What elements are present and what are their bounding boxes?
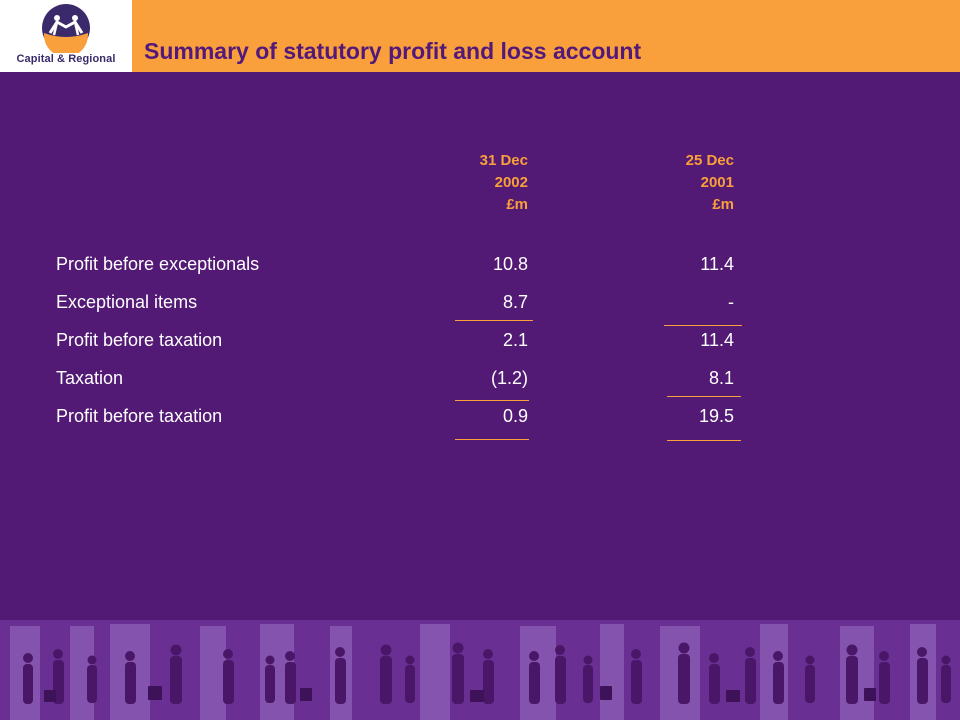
column-header-2001: 25 Dec 2001 £m — [614, 150, 734, 216]
page-title: Summary of statutory profit and loss acc… — [144, 38, 642, 64]
column-header-2002: 31 Dec 2002 £m — [408, 150, 528, 216]
header-bar: Capital & Regional Summary of statutory … — [0, 0, 960, 72]
pedestrians-illustration — [0, 620, 960, 720]
subtotal-rule — [455, 320, 533, 321]
row-value-2001: 19.5 — [698, 406, 734, 426]
logo-text: Capital & Regional — [16, 53, 116, 65]
total-rule — [667, 396, 741, 397]
row-label-profit-before-taxation-total: Profit before taxation — [56, 406, 223, 426]
bottom-rule — [667, 440, 741, 441]
bottom-rule — [455, 439, 529, 440]
row-value-2002: 10.8 — [492, 254, 528, 274]
row-value-2002: 8.7 — [502, 292, 528, 312]
row-value-2002: 0.9 — [502, 406, 528, 426]
row-value-2002: 2.1 — [502, 330, 528, 350]
row-value-2002: (1.2) — [490, 368, 528, 388]
logo-emblem-icon — [42, 4, 90, 53]
row-value-2001: 8.1 — [708, 368, 734, 388]
row-label-taxation: Taxation — [56, 368, 124, 388]
row-value-2001: - — [728, 292, 734, 312]
row-label-profit-before-exceptionals: Profit before exceptionals — [56, 254, 260, 274]
row-value-2001: 11.4 — [700, 330, 734, 350]
column-header-year: 2002 — [494, 174, 528, 191]
subtotal-rule — [664, 325, 742, 326]
column-header-year: 2001 — [700, 174, 734, 191]
column-header-date: 25 Dec — [685, 152, 734, 169]
company-logo: Capital & Regional — [0, 0, 132, 72]
total-rule — [455, 400, 529, 401]
column-header-date: 31 Dec — [479, 152, 528, 169]
column-header-unit: £m — [506, 196, 528, 213]
row-label-profit-before-taxation: Profit before taxation — [56, 330, 223, 350]
shoppers-footer-image — [0, 620, 960, 720]
row-label-exceptional-items: Exceptional items — [56, 292, 198, 312]
row-value-2001: 11.4 — [700, 254, 734, 274]
column-header-unit: £m — [712, 196, 734, 213]
